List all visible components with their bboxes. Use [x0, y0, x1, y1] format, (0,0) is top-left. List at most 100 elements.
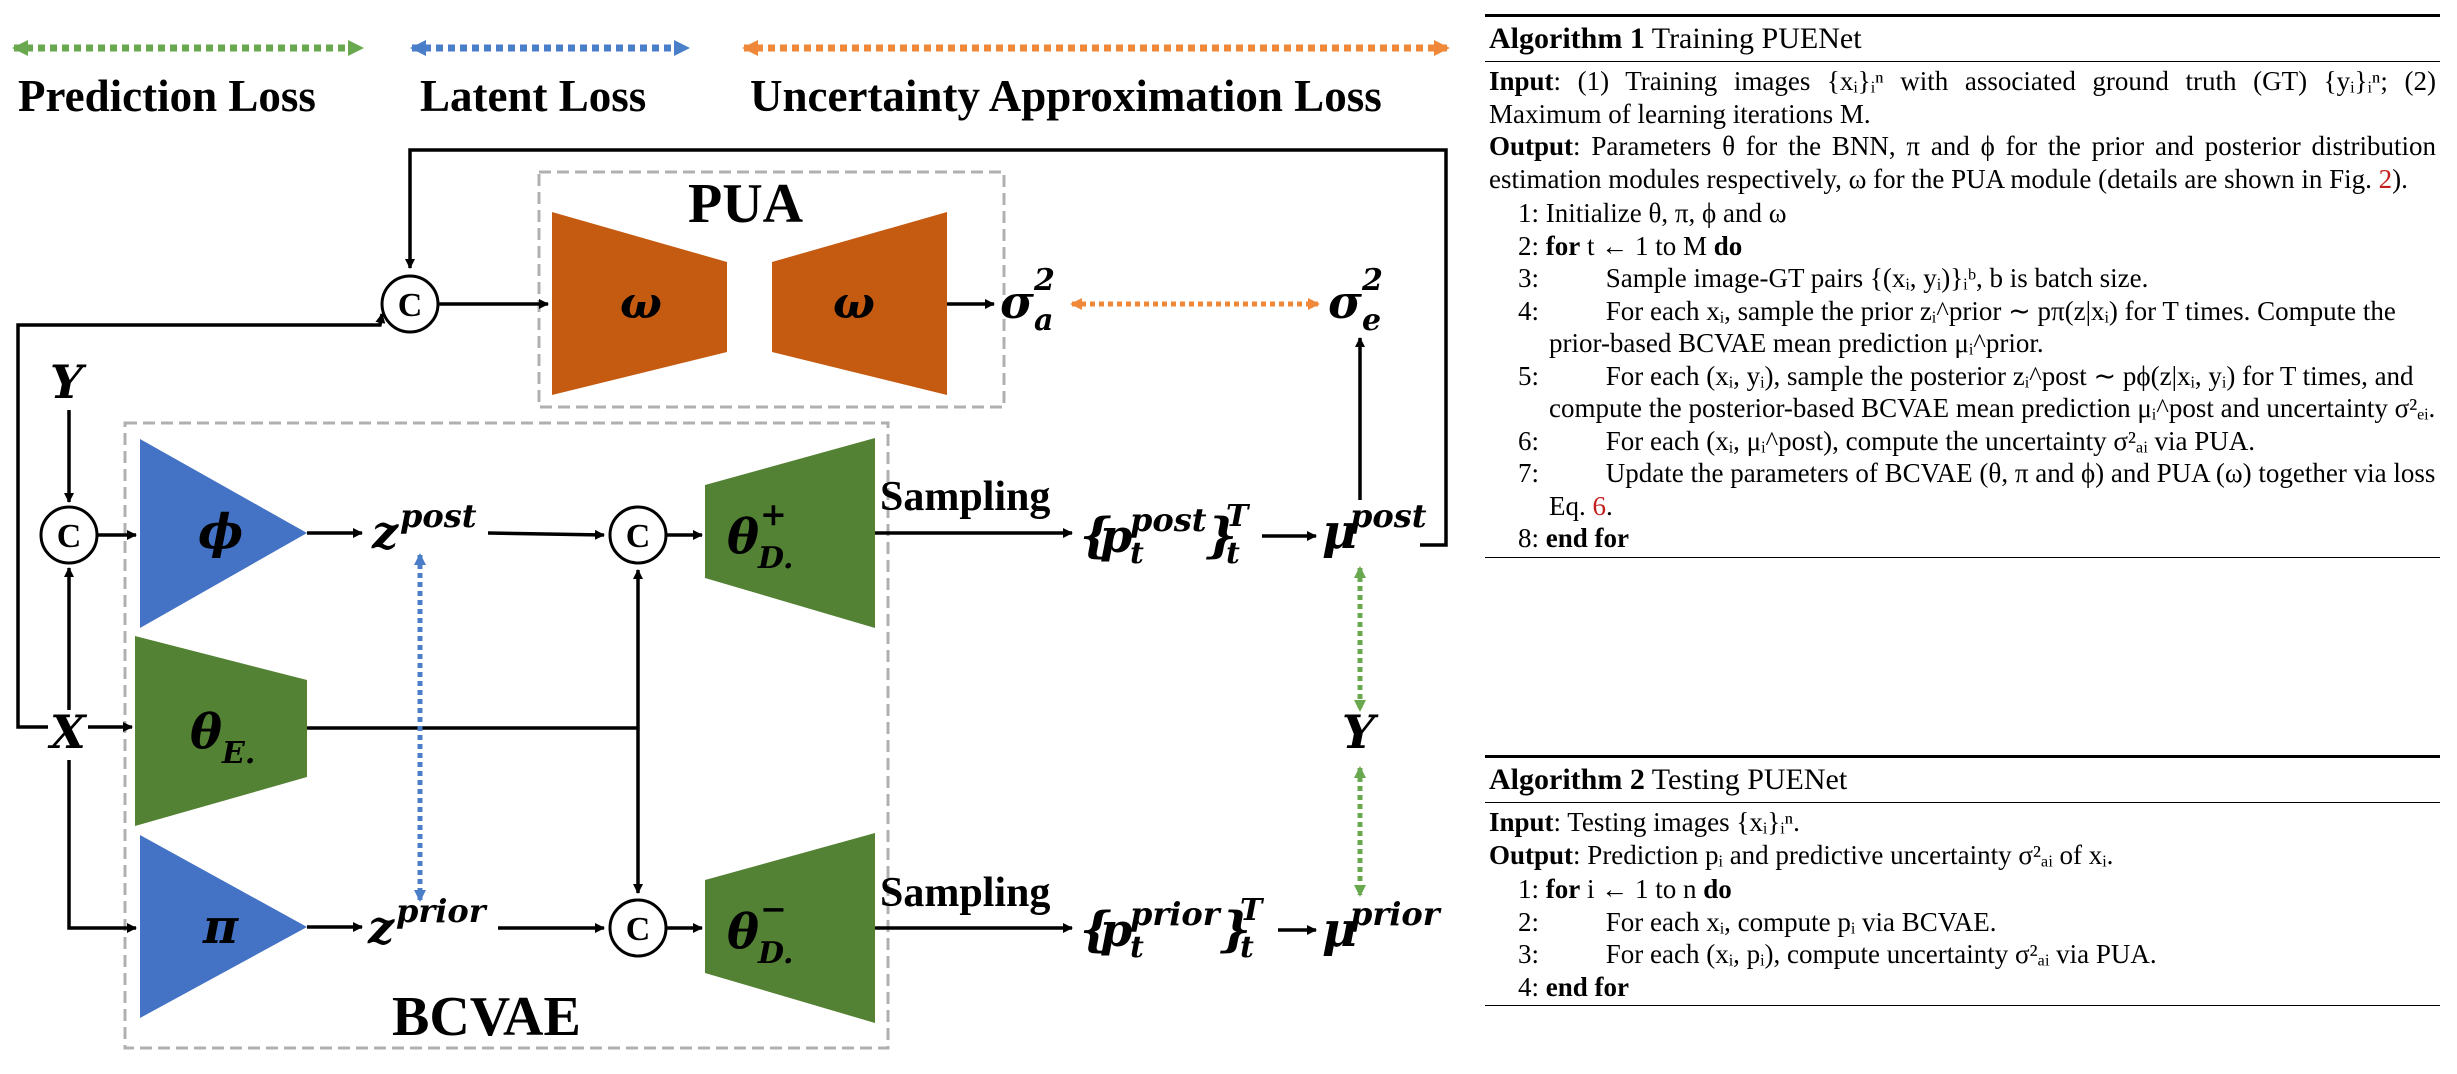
- algorithm-2-input: Input: Testing images {xᵢ}ᵢⁿ.: [1489, 807, 1800, 837]
- svg-text:2: 2: [1361, 263, 1383, 298]
- pua-dashed-box: [537, 170, 1006, 409]
- svg-text:μ: μ: [1322, 902, 1357, 958]
- phi-label: ϕ: [198, 504, 243, 560]
- svg-text:z: z: [371, 505, 399, 559]
- algorithm-1-input: Input: (1) Training images {xᵢ}ᵢⁿ with a…: [1489, 66, 2436, 129]
- sigma-e-label: σ 2 e: [1328, 263, 1383, 338]
- z-prior-label: z prior: [367, 892, 488, 954]
- theta-d-minus-label: θ − D.: [727, 890, 793, 971]
- algorithm-1-step: 5: For each (xᵢ, yᵢ), sample the posteri…: [1517, 360, 2436, 424]
- svg-text:D.: D.: [757, 936, 793, 971]
- bcvae-label: BCVAE: [392, 986, 581, 1048]
- algorithm-1-step: 7: Update the parameters of BCVAE (θ, π …: [1517, 458, 2436, 521]
- svg-text:{: {: [1080, 508, 1111, 564]
- svg-text:t: t: [1226, 536, 1240, 571]
- y-input-label: Y: [50, 355, 87, 409]
- svg-text:{: {: [1080, 902, 1111, 958]
- algorithm-1-step: 6: For each (xᵢ, μᵢ^post), compute the u…: [1517, 425, 2256, 456]
- z-post-label: z post: [371, 497, 477, 559]
- svg-text:t: t: [1240, 930, 1254, 965]
- algorithm-1-steps: 1: Initialize θ, π, ϕ and ω 2: for t ← 1…: [1489, 197, 2436, 555]
- puenet-architecture-diagram: Prediction Loss Latent Loss Uncertainty …: [12, 40, 1450, 1050]
- algorithm-2-step: 3: For each (xᵢ, pᵢ), compute uncertaint…: [1517, 939, 2157, 969]
- bcvae-dashed-box: [123, 421, 890, 1050]
- svg-text:p: p: [1100, 509, 1132, 563]
- svg-text:p: p: [1100, 903, 1132, 957]
- algorithm-2-steps: 1: for i ← 1 to n do 2: For each xᵢ, com…: [1489, 873, 2436, 1003]
- svg-text:D.: D.: [757, 541, 793, 576]
- concat-node-pua: C: [380, 274, 440, 334]
- algorithm-1-panel: Algorithm 1 Training PUENet Input: (1) T…: [1485, 14, 2440, 558]
- theta-d-minus-decoder: [705, 833, 875, 1023]
- svg-text:μ: μ: [1322, 504, 1357, 560]
- svg-text:e: e: [1362, 303, 1381, 338]
- svg-text:+: +: [760, 495, 787, 533]
- svg-text:z: z: [367, 900, 395, 954]
- pua-encoder-trapezoid: [552, 212, 727, 395]
- pua-label: PUA: [688, 173, 804, 235]
- algorithm-1-output: Output: Parameters θ for the BNN, π and …: [1489, 131, 2436, 194]
- svg-text:C: C: [626, 911, 651, 948]
- omega-label-2: ω: [833, 278, 875, 329]
- algorithm-1-title: Algorithm 1 Training PUENet: [1489, 22, 1862, 55]
- svg-text:θ: θ: [190, 704, 222, 760]
- algorithm-2-step: 2: For each xᵢ, compute pᵢ via BCVAE.: [1517, 906, 1997, 937]
- algorithm-2-step: 4: end for: [1517, 971, 1629, 1002]
- mu-post-label: μ post: [1322, 497, 1427, 560]
- svg-text:σ: σ: [1328, 275, 1362, 329]
- svg-text:T: T: [1226, 499, 1251, 534]
- svg-text:}: }: [1206, 508, 1237, 564]
- svg-text:E.: E.: [221, 736, 255, 771]
- p-post-set-label: { p post t } T t: [1080, 499, 1251, 571]
- algorithm-2-title: Algorithm 2 Testing PUENet: [1489, 763, 1848, 796]
- svg-text:t: t: [1130, 930, 1144, 965]
- algorithm-2-panel: Algorithm 2 Testing PUENet Input: Testin…: [1485, 755, 2440, 1006]
- omega-label-1: ω: [620, 278, 662, 329]
- svg-text:}: }: [1220, 902, 1251, 958]
- sigma-a-label: σ 2 a: [1000, 263, 1055, 338]
- y-gt-label: Y: [1342, 705, 1379, 759]
- algorithm-2-output: Output: Prediction pᵢ and predictive unc…: [1489, 839, 2114, 870]
- uncertainty-loss-label: Uncertainty Approximation Loss: [750, 71, 1382, 121]
- algorithm-1-step: 4: For each xᵢ, sample the prior zᵢ^prio…: [1517, 295, 2396, 359]
- svg-text:2: 2: [1033, 263, 1055, 298]
- svg-text:C: C: [626, 518, 651, 555]
- svg-text:θ: θ: [727, 904, 759, 960]
- algorithm-2-step: 1: for i ← 1 to n do: [1517, 874, 1732, 904]
- svg-text:prior: prior: [1350, 895, 1442, 933]
- svg-text:−: −: [760, 890, 787, 928]
- svg-text:C: C: [57, 518, 82, 555]
- theta-d-plus-decoder: [705, 438, 875, 628]
- svg-text:C: C: [398, 287, 423, 324]
- algorithm-1-step: 3: Sample image-GT pairs {(xᵢ, yᵢ)}ᵢᵇ, b…: [1517, 263, 2149, 293]
- pi-prior-encoder: [140, 835, 307, 1018]
- concat-node-prior: C: [608, 898, 668, 958]
- theta-e-label: θ E.: [190, 704, 255, 771]
- x-input-label: X: [47, 705, 88, 759]
- phi-posterior-encoder: [140, 439, 307, 628]
- concat-node-phi-input: C: [39, 505, 99, 565]
- svg-text:post: post: [1130, 501, 1207, 539]
- svg-text:prior: prior: [1130, 895, 1222, 933]
- concat-node-posterior: C: [608, 505, 668, 565]
- legend: Prediction Loss Latent Loss Uncertainty …: [12, 40, 1450, 121]
- pi-label: π: [202, 899, 239, 955]
- sampling-label-prior: Sampling: [880, 870, 1050, 916]
- p-prior-set-label: { p prior t } T t: [1080, 893, 1265, 965]
- latent-loss-label: Latent Loss: [420, 71, 646, 121]
- svg-text:post: post: [1350, 497, 1427, 535]
- svg-text:T: T: [1240, 893, 1265, 928]
- sampling-label-post: Sampling: [880, 474, 1050, 520]
- svg-text:θ: θ: [727, 509, 759, 565]
- algorithm-1-step: 8: end for: [1517, 523, 1629, 553]
- algorithm-1-step: 1: Initialize θ, π, ϕ and ω: [1517, 198, 1787, 228]
- mu-prior-label: μ prior: [1322, 895, 1442, 958]
- theta-e-encoder: [135, 636, 307, 826]
- svg-text:σ: σ: [1000, 275, 1034, 329]
- svg-text:a: a: [1034, 303, 1053, 338]
- svg-text:t: t: [1130, 536, 1144, 571]
- svg-text:prior: prior: [396, 892, 488, 930]
- algorithm-1-step: 2: for t ← 1 to M do: [1517, 230, 1743, 261]
- prediction-loss-label: Prediction Loss: [18, 71, 316, 121]
- svg-text:post: post: [400, 497, 477, 535]
